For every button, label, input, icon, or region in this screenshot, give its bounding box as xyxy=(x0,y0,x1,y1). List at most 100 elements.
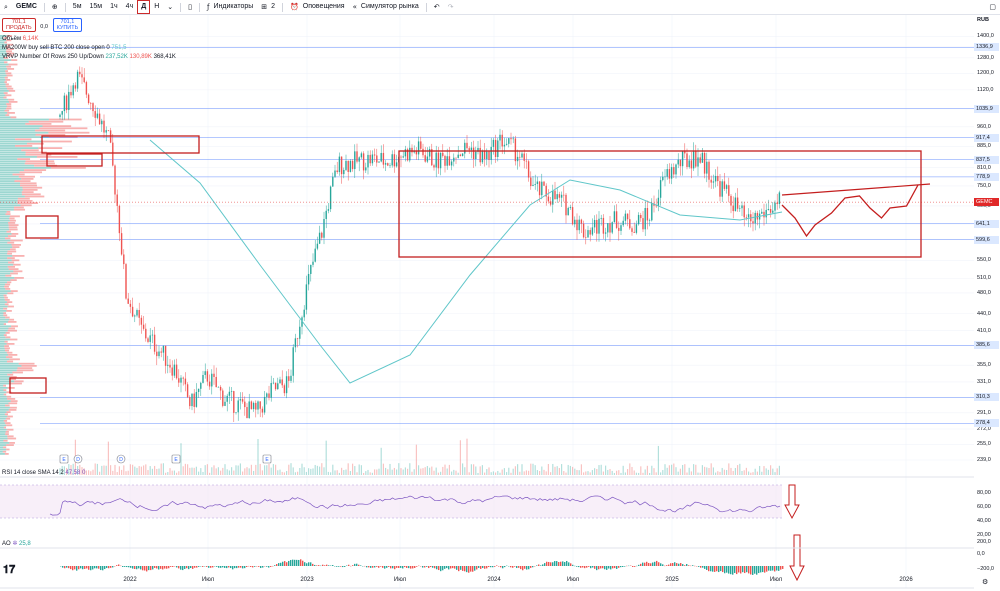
candle-body xyxy=(329,186,332,210)
annotation-box[interactable] xyxy=(398,150,922,258)
vp-row-down xyxy=(41,140,72,143)
candle-body xyxy=(79,71,81,75)
annotation-trendline[interactable] xyxy=(781,183,931,196)
ao-bar xyxy=(286,562,288,566)
ao-legend[interactable]: AO ✲ 25,8 xyxy=(2,540,31,547)
sell-button[interactable]: 701,1 ПРОДАТЬ xyxy=(2,18,36,32)
candle-body xyxy=(321,232,323,238)
indicators-icon[interactable]: ƒ xyxy=(207,3,210,11)
event-marker[interactable] xyxy=(116,454,126,464)
ao-bar xyxy=(106,566,108,569)
candle-body xyxy=(422,148,424,156)
ao-bar xyxy=(94,566,96,569)
ao-bar xyxy=(408,566,410,569)
ao-bar xyxy=(96,566,98,569)
candles-icon[interactable]: ▯ xyxy=(188,3,193,11)
undo-icon[interactable]: ↶ xyxy=(433,3,440,11)
interval-1h[interactable]: 1ч xyxy=(110,3,118,10)
volume-bar xyxy=(121,469,123,475)
tradingview-logo-icon[interactable]: 𝟏𝟕 xyxy=(3,563,16,576)
currency-label[interactable]: RUB xyxy=(977,17,989,23)
volume-bar xyxy=(635,472,637,475)
ao-bar xyxy=(546,561,548,566)
candle-body xyxy=(626,213,629,220)
ao-down-arrow-icon[interactable] xyxy=(789,534,805,582)
fullscreen-icon[interactable]: ▢ xyxy=(989,3,996,11)
price-scale[interactable]: RUB 1400,01340,01280,01200,01120,01035,0… xyxy=(974,15,1000,591)
redo-icon[interactable]: ↷ xyxy=(447,3,454,11)
ao-bar xyxy=(72,566,74,571)
vp-row-up xyxy=(0,72,6,75)
volume-bar xyxy=(464,467,466,475)
event-marker[interactable] xyxy=(171,454,181,464)
volume-bar xyxy=(169,468,171,475)
price-tick: 410,0 xyxy=(977,327,991,334)
event-marker[interactable] xyxy=(73,454,83,464)
add-symbol-icon[interactable]: ⊕ xyxy=(51,3,58,11)
search-icon[interactable]: ⌕ xyxy=(4,3,8,11)
settings-gear-icon[interactable]: ⚙ xyxy=(982,578,989,586)
ao-bar xyxy=(276,564,278,566)
symbol-name[interactable]: GEMC xyxy=(15,3,37,10)
ao-bar xyxy=(222,566,224,568)
volume-bar xyxy=(567,464,569,475)
volume-bar xyxy=(552,463,554,475)
candle-body xyxy=(189,397,191,407)
annotation-box[interactable] xyxy=(41,135,200,154)
candle-body xyxy=(778,192,781,205)
volume-legend[interactable]: Объём 6,14K xyxy=(2,35,176,44)
volume-bar xyxy=(323,467,325,475)
vp-row-up xyxy=(0,312,4,314)
ao-bar xyxy=(504,566,506,568)
volume-bar xyxy=(92,469,94,475)
vrvp-legend[interactable]: VRVP Number Of Rows 250 Up/Down 237,52K … xyxy=(2,53,176,62)
vp-row-down xyxy=(3,446,7,449)
interval-5m[interactable]: 5м xyxy=(72,3,82,10)
candle-body xyxy=(131,306,134,317)
chart-canvas[interactable]: E D D E E 𝟏𝟕 xyxy=(0,15,974,591)
ao-bar xyxy=(262,566,264,568)
event-marker[interactable] xyxy=(262,454,272,464)
alert-icon[interactable]: ⏰ xyxy=(290,3,299,11)
vp-row-down xyxy=(9,338,18,341)
gear-icon[interactable]: ✲ xyxy=(12,540,18,547)
divider xyxy=(282,2,284,12)
rsi-legend[interactable]: RSI 14 close SMA 14 2 47,58 0 xyxy=(2,470,85,476)
event-marker-label: D xyxy=(119,457,123,463)
event-marker[interactable] xyxy=(59,454,69,464)
buy-button[interactable]: 701,1 КУПИТЬ xyxy=(52,18,83,32)
ao-bar xyxy=(538,564,540,566)
indicators-button[interactable]: Индикаторы xyxy=(213,3,254,10)
vp-row-up xyxy=(0,365,22,367)
candle-body xyxy=(125,264,127,299)
interval-15m[interactable]: 15м xyxy=(89,3,103,10)
ma-legend[interactable]: MA200W buy sell BTC 200 close open 0 751… xyxy=(2,44,176,53)
vp-row-up xyxy=(0,294,4,297)
candle-body xyxy=(255,402,257,410)
chevron-down-icon[interactable]: ⌄ xyxy=(167,3,174,11)
volume-bar xyxy=(286,470,288,475)
annotation-box[interactable] xyxy=(25,215,59,239)
interval-week[interactable]: Н xyxy=(154,3,160,10)
layout-count[interactable]: 2 xyxy=(271,3,276,10)
alerts-button[interactable]: Оповещения xyxy=(302,3,345,10)
interval-day[interactable]: Д xyxy=(137,0,151,14)
vp-row-up xyxy=(0,323,4,325)
replay-icon[interactable]: « xyxy=(352,3,357,11)
replay-button[interactable]: Симулятор рынка xyxy=(360,3,419,10)
candle-body xyxy=(74,85,77,89)
rsi-down-arrow-icon[interactable] xyxy=(784,484,800,520)
layout-icon[interactable]: ⊞ xyxy=(261,3,268,11)
vp-row-up xyxy=(0,189,23,191)
annotation-box[interactable] xyxy=(9,377,47,394)
annotation-projection[interactable] xyxy=(781,184,919,238)
vp-row-down xyxy=(5,404,10,407)
volume-bar xyxy=(440,471,442,475)
price-tick: 510,0 xyxy=(977,275,991,282)
ao-bar xyxy=(492,566,494,568)
price-tick: 960,0 xyxy=(977,123,991,130)
interval-4h[interactable]: 4ч xyxy=(125,3,134,10)
volume-bar xyxy=(173,470,175,475)
volume-bar xyxy=(83,468,85,475)
annotation-box[interactable] xyxy=(46,153,103,167)
